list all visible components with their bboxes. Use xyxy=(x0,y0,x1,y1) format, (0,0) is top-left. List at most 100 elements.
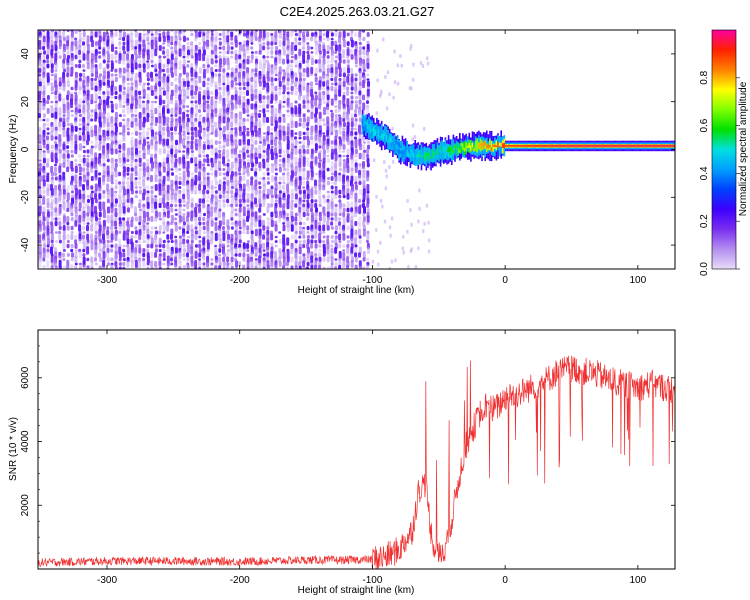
track-cell xyxy=(408,146,410,157)
noise-cell xyxy=(338,213,342,216)
noise-cell xyxy=(122,188,126,196)
noise-cell xyxy=(122,86,126,91)
noise-cell xyxy=(202,170,206,178)
noise-cell xyxy=(126,180,130,185)
noise-cell xyxy=(106,193,110,200)
noise-cell xyxy=(162,197,166,205)
noise-cell xyxy=(202,32,206,37)
noise-cell xyxy=(186,247,190,254)
noise-cell xyxy=(358,81,362,87)
noise-cell xyxy=(318,68,322,73)
noise-cell xyxy=(346,32,350,37)
noise-cell xyxy=(222,139,226,146)
noise-cell xyxy=(278,59,282,64)
noise-cell xyxy=(254,88,258,98)
noise-cell xyxy=(179,125,182,133)
noise-cell xyxy=(54,231,58,234)
noise-cell xyxy=(306,188,310,196)
noise-cell xyxy=(110,62,114,70)
noise-cell xyxy=(322,94,326,101)
noise-cell xyxy=(54,188,57,196)
track-cell xyxy=(459,149,461,153)
noise-cell xyxy=(78,185,82,190)
noise-cell xyxy=(214,157,218,164)
noise-cell xyxy=(322,231,326,234)
noise-cell xyxy=(346,75,350,84)
noise-cell xyxy=(118,217,122,221)
noise-cell xyxy=(234,122,238,127)
noise-cell xyxy=(342,111,346,120)
track-cell xyxy=(489,145,491,148)
noise-cell xyxy=(366,222,370,225)
noise-cell xyxy=(326,256,330,263)
noise-cell xyxy=(138,49,142,56)
noise-cell xyxy=(190,100,194,104)
noise-cell xyxy=(114,185,118,190)
noise-cell xyxy=(186,176,190,181)
noise-cell xyxy=(198,258,202,261)
noise-cell xyxy=(162,144,166,150)
noise-cell xyxy=(150,251,154,259)
noise-cell xyxy=(338,250,342,259)
noise-cell xyxy=(118,251,122,259)
noise-cell xyxy=(59,117,62,123)
noise-cell xyxy=(262,63,266,69)
noise-cell xyxy=(270,105,274,108)
noise-cell xyxy=(218,108,222,114)
noise-cell xyxy=(258,207,262,213)
noise-cell xyxy=(411,77,415,82)
noise-cell xyxy=(50,67,54,74)
track-cell xyxy=(455,143,458,150)
noise-cell xyxy=(110,85,114,92)
noise-cell xyxy=(254,31,258,38)
noise-cell xyxy=(90,93,94,101)
noise-cell xyxy=(238,63,242,69)
noise-cell xyxy=(250,54,254,60)
noise-cell xyxy=(250,251,253,259)
track-cell xyxy=(369,125,372,134)
noise-cell xyxy=(218,171,222,177)
noise-cell xyxy=(170,192,174,201)
noise-cell xyxy=(174,265,178,269)
noise-cell xyxy=(150,115,154,125)
track-cell xyxy=(554,145,557,147)
noise-cell xyxy=(50,144,54,150)
track-cell xyxy=(412,153,415,158)
noise-cell xyxy=(318,139,322,146)
noise-cell xyxy=(302,53,306,61)
noise-cell xyxy=(362,94,365,101)
noise-cell xyxy=(274,194,278,199)
noise-cell xyxy=(86,43,90,52)
noise-cell xyxy=(194,166,198,173)
noise-cell xyxy=(238,230,242,235)
noise-cell xyxy=(42,102,46,111)
noise-cell xyxy=(162,115,166,124)
noise-cell xyxy=(310,98,314,106)
noise-cell xyxy=(102,138,106,147)
noise-cell xyxy=(126,246,130,255)
noise-cell xyxy=(306,102,310,111)
noise-cell xyxy=(354,252,358,258)
noise-cell xyxy=(46,140,50,145)
noise-cell xyxy=(190,55,194,59)
noise-cell xyxy=(162,243,166,249)
noise-cell xyxy=(146,60,150,63)
noise-cell xyxy=(350,54,354,60)
noise-cell xyxy=(142,192,146,201)
noise-cell xyxy=(78,44,82,52)
noise-cell xyxy=(282,162,286,168)
noise-cell xyxy=(302,80,306,88)
track-cell xyxy=(560,145,563,147)
noise-cell xyxy=(166,210,170,219)
noise-cell xyxy=(114,111,118,120)
noise-cell xyxy=(82,216,86,222)
noise-cell xyxy=(282,190,286,194)
noise-cell xyxy=(270,81,274,87)
noise-cell xyxy=(86,233,90,241)
noise-cell xyxy=(270,151,274,161)
track-cell xyxy=(438,152,440,155)
noise-cell xyxy=(218,94,222,101)
noise-cell xyxy=(218,37,222,41)
track-cell xyxy=(417,151,420,159)
track-cell xyxy=(377,128,380,137)
